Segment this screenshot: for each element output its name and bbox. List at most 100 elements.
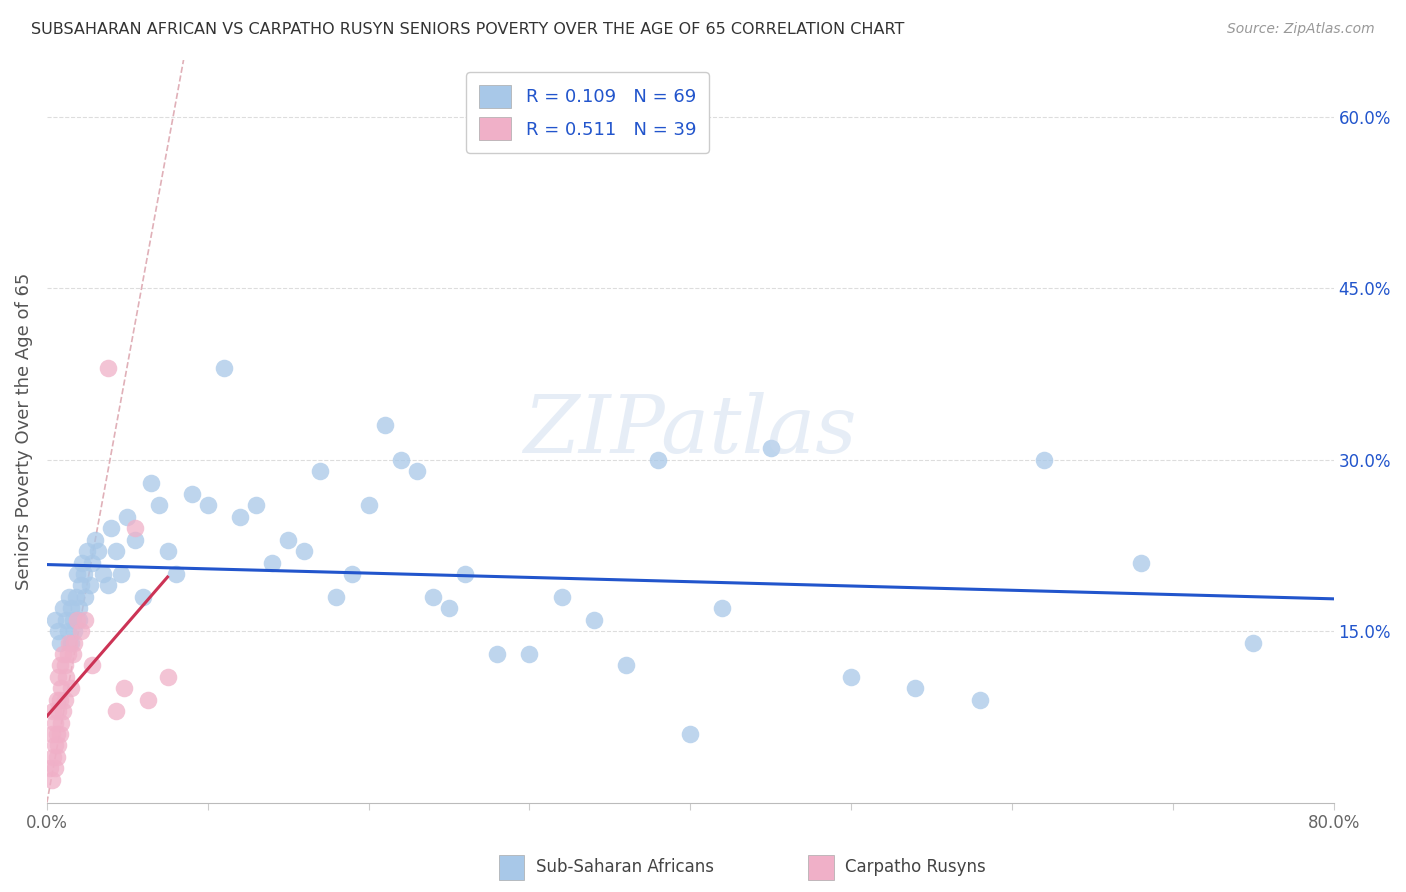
Text: Source: ZipAtlas.com: Source: ZipAtlas.com	[1227, 22, 1375, 37]
Point	[52, 647, 75, 661]
Point	[454, 566, 477, 581]
Point	[53, 692, 76, 706]
Point	[56, 647, 79, 661]
Point	[60, 635, 83, 649]
Point	[180, 487, 202, 501]
Point	[55, 613, 77, 627]
Point	[91, 566, 114, 581]
Point	[97, 578, 120, 592]
Text: Sub-Saharan Africans: Sub-Saharan Africans	[536, 858, 714, 876]
Point	[1033, 452, 1056, 467]
Point	[1129, 556, 1152, 570]
Point	[52, 704, 75, 718]
Point	[67, 613, 90, 627]
Point	[55, 670, 77, 684]
Point	[277, 533, 299, 547]
Point	[405, 464, 427, 478]
Point	[156, 544, 179, 558]
Point	[87, 544, 110, 558]
Point	[550, 590, 572, 604]
Point	[52, 601, 75, 615]
Point	[42, 704, 65, 718]
Point	[44, 715, 66, 730]
Point	[75, 590, 97, 604]
Point	[422, 590, 444, 604]
Point	[79, 578, 101, 592]
Point	[156, 670, 179, 684]
Point	[124, 533, 146, 547]
Point	[141, 475, 163, 490]
Point	[53, 658, 76, 673]
Y-axis label: Seniors Poverty Over the Age of 65: Seniors Poverty Over the Age of 65	[15, 272, 32, 590]
Point	[325, 590, 347, 604]
Point	[84, 533, 107, 547]
Point	[165, 566, 187, 581]
Point	[46, 624, 69, 639]
Point	[67, 601, 90, 615]
Point	[46, 670, 69, 684]
Point	[389, 452, 412, 467]
Point	[374, 418, 396, 433]
Point	[73, 566, 96, 581]
Point	[110, 566, 132, 581]
Point	[357, 499, 380, 513]
Point	[80, 556, 103, 570]
Point	[1241, 635, 1264, 649]
Point	[76, 544, 98, 558]
Point	[62, 613, 84, 627]
Point	[309, 464, 332, 478]
Point	[46, 739, 69, 753]
Point	[262, 556, 284, 570]
Point	[39, 761, 62, 775]
Point	[136, 692, 159, 706]
Point	[58, 590, 80, 604]
Point	[124, 521, 146, 535]
Point	[292, 544, 315, 558]
Point	[614, 658, 637, 673]
Point	[212, 361, 235, 376]
Point	[69, 578, 91, 592]
Point	[105, 544, 128, 558]
Point	[582, 613, 605, 627]
Point	[679, 727, 702, 741]
Point	[49, 727, 72, 741]
Point	[63, 635, 86, 649]
Point	[148, 499, 170, 513]
Point	[437, 601, 460, 615]
Point	[41, 772, 63, 787]
Point	[51, 681, 73, 696]
Point	[197, 499, 219, 513]
Point	[56, 624, 79, 639]
Point	[342, 566, 364, 581]
Point	[69, 624, 91, 639]
Point	[904, 681, 927, 696]
Point	[72, 556, 94, 570]
Point	[44, 613, 66, 627]
Point	[62, 647, 84, 661]
Point	[711, 601, 734, 615]
Point	[105, 704, 128, 718]
Point	[245, 499, 267, 513]
Point	[486, 647, 509, 661]
Text: SUBSAHARAN AFRICAN VS CARPATHO RUSYN SENIORS POVERTY OVER THE AGE OF 65 CORRELAT: SUBSAHARAN AFRICAN VS CARPATHO RUSYN SEN…	[31, 22, 904, 37]
Point	[46, 704, 69, 718]
Point	[97, 361, 120, 376]
Point	[44, 761, 66, 775]
Point	[49, 692, 72, 706]
Point	[229, 509, 252, 524]
Point	[66, 566, 89, 581]
Point	[839, 670, 862, 684]
Point	[117, 509, 139, 524]
Point	[41, 727, 63, 741]
Text: Carpatho Rusyns: Carpatho Rusyns	[845, 858, 986, 876]
Point	[132, 590, 155, 604]
Point	[65, 590, 87, 604]
Point	[51, 715, 73, 730]
Point	[44, 739, 66, 753]
Point	[49, 658, 72, 673]
Point	[58, 635, 80, 649]
Point	[45, 727, 67, 741]
Point	[759, 442, 782, 456]
Point	[80, 658, 103, 673]
Point	[519, 647, 541, 661]
